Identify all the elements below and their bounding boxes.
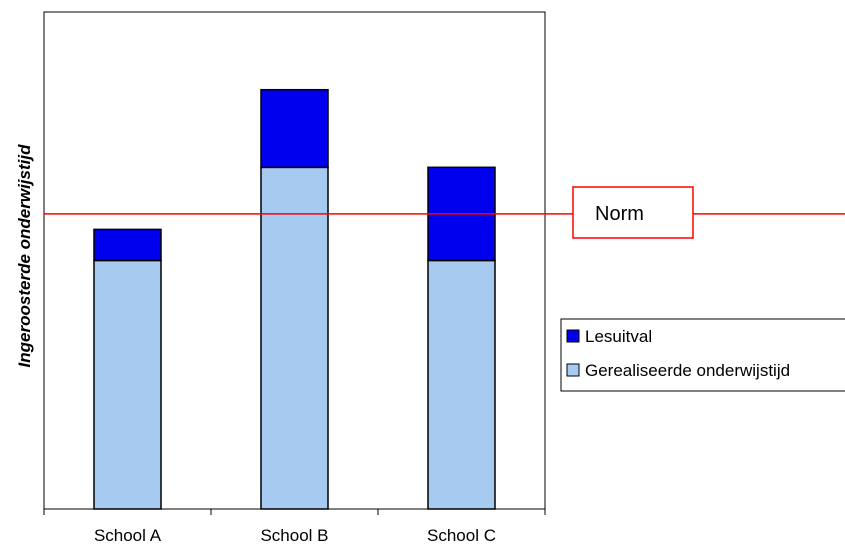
legend: Lesuitval Gerealiseerde onderwijstijd	[560, 318, 845, 392]
x-tick-label: School B	[260, 526, 328, 545]
legend-swatch	[566, 363, 580, 377]
legend-swatch	[566, 329, 580, 343]
x-axis: School A School B School C	[43, 509, 546, 545]
legend-label: Lesuitval	[585, 327, 652, 346]
bar-gerealiseerde-2	[260, 166, 329, 510]
norm-label: Norm	[595, 203, 644, 225]
legend-label: Gerealiseerde onderwijstijd	[585, 361, 790, 380]
y-axis-title: Ingeroosterde onderwijstijd	[15, 144, 34, 368]
bar-lesuitval-1	[93, 228, 162, 262]
bar-gerealiseerde-3	[427, 259, 496, 510]
x-tick-label: School A	[94, 526, 162, 545]
norm-callout-box	[572, 186, 694, 239]
legend-frame	[560, 318, 845, 392]
bar-gerealiseerde-1	[93, 259, 162, 510]
bar-lesuitval-2	[260, 88, 329, 169]
bars	[93, 88, 496, 510]
reference-line: Norm	[44, 186, 845, 239]
x-tick-label: School C	[427, 526, 496, 545]
